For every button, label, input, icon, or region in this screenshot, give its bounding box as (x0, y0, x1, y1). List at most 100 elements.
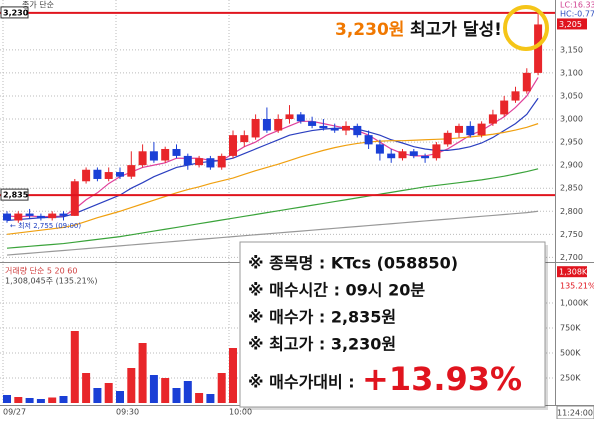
y-tick-label: 2,700 (560, 253, 583, 262)
candle-body (511, 91, 520, 101)
candle-body (274, 119, 283, 131)
info-line: ※ 매수시간 : 09시 20분 (248, 281, 425, 300)
volume-bar (149, 375, 158, 403)
y-tick-label: 2,800 (560, 207, 583, 216)
volume-bar (217, 373, 226, 403)
candle-body (240, 135, 249, 143)
candle-body (285, 114, 294, 120)
candle-body (308, 121, 317, 126)
y-tick-label: 500K (560, 349, 581, 358)
price-legend: 종가 단순 (22, 0, 54, 10)
candle-body (36, 215, 45, 219)
volume-bar (70, 331, 79, 403)
candle-body (387, 153, 396, 159)
volume-bar (14, 397, 23, 403)
volume-bar (206, 394, 215, 403)
info-line: ※ 최고가 : 3,230원 (248, 335, 396, 354)
candle-body (353, 125, 362, 136)
y-tick-label: 1,000K (560, 299, 589, 308)
candle-body (398, 151, 407, 159)
candle-body (421, 155, 430, 159)
peak-note-price: 3,230원 (335, 20, 404, 40)
volume-bar (116, 391, 124, 403)
info-line: ※ 매수가 : 2,835원 (248, 308, 396, 327)
x-tick-label: 10:00 (229, 408, 252, 417)
volume-bar (172, 388, 181, 403)
y-tick-label: 3,150 (560, 45, 583, 54)
info-line: ※ 종목명 : KTcs (058850) (248, 254, 458, 273)
candle-body (500, 100, 509, 115)
candle-body (217, 155, 226, 168)
candle-body (342, 125, 350, 131)
y-tick-label: 3,100 (560, 68, 583, 77)
ma-line (6, 210, 539, 256)
y-tick-label: 2,950 (560, 138, 583, 147)
candle-body (206, 158, 215, 168)
volume-bar (127, 368, 136, 403)
volume-legend: 거래량 단순 5 20 60 (5, 266, 77, 276)
volume-bar (3, 395, 11, 403)
info-line: ※ 매수가대비 : (248, 373, 355, 392)
level-label: 2,835 (3, 191, 29, 200)
candle-body (59, 213, 68, 216)
volume-badge (557, 266, 587, 278)
price-badge-label: 3,205 (559, 20, 582, 29)
volume-bar (183, 381, 192, 403)
candle-body (195, 158, 204, 166)
candle-body (319, 125, 328, 129)
level-badge (0, 6, 29, 19)
candle-body (82, 169, 91, 182)
info-box: ※ 종목명 : KTcs (058850) ※ 매수시간 : 09시 20분 ※… (239, 241, 548, 410)
price-badge (557, 18, 587, 30)
candle-body (48, 213, 57, 219)
candle-body (477, 123, 486, 136)
y-tick-label: 2,750 (560, 230, 583, 239)
volume-bar (93, 388, 102, 403)
indicator: LC:16.33 (560, 1, 594, 10)
candle-body (488, 114, 497, 124)
candle-body (466, 125, 475, 136)
candle-body (116, 172, 124, 177)
peak-note-text: 최고가 달성! (410, 19, 502, 40)
y-tick-label: 2,900 (560, 161, 583, 170)
ma-line (6, 77, 539, 218)
candle-body (364, 135, 373, 145)
candle-body (296, 114, 305, 122)
ma-line (6, 168, 539, 249)
candle-body (229, 135, 237, 156)
candle-body (161, 148, 170, 161)
volume-bar (161, 378, 170, 403)
candle-body (172, 148, 181, 156)
candle-body (262, 119, 271, 131)
candle-body (455, 125, 463, 133)
candle-body (375, 144, 384, 154)
volume-bar (25, 398, 34, 403)
volume-bar (59, 396, 68, 403)
candle-body (443, 132, 452, 145)
candle-body (534, 24, 543, 73)
candle-body (432, 144, 441, 159)
current-time: 11:24:00 (557, 409, 593, 418)
y-tick-label: 250K (560, 374, 581, 383)
peak-circle (503, 5, 549, 51)
volume-badge-label: 1,308K (559, 268, 588, 277)
volume-bar (195, 393, 204, 403)
info-highlight: +13.93% (362, 360, 522, 398)
y-tick-label: 750K (560, 324, 581, 333)
candle-body (149, 151, 158, 161)
x-tick-label: 09/27 (3, 408, 26, 417)
candle-body (93, 169, 102, 179)
candle-body (251, 119, 260, 138)
indicator: HC:-0.77 (560, 10, 594, 19)
volume-bar (104, 383, 113, 403)
volume-bar (229, 348, 237, 403)
candle-body (138, 151, 147, 166)
y-tick-label: 3,050 (560, 91, 583, 100)
candle-body (409, 151, 418, 156)
level-badge (0, 188, 29, 201)
ma-line (6, 97, 539, 222)
x-tick-label: 09:30 (116, 408, 139, 417)
candle-body (183, 155, 192, 166)
low-note: ← 최저 2,755 (09:00) (10, 221, 81, 230)
y-tick-label: 3,000 (560, 115, 583, 124)
